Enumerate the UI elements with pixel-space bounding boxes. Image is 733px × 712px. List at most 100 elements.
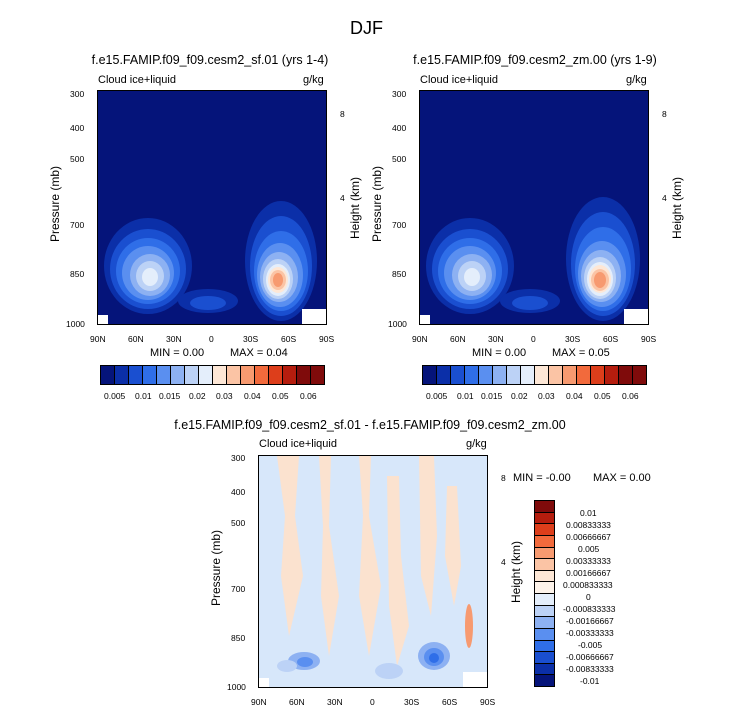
colorbar-swatch: [143, 366, 157, 384]
panel-2-units-label: g/kg: [626, 74, 647, 86]
colorbar-swatch: [535, 628, 554, 641]
panel-2-y2label: Height (km): [670, 177, 684, 240]
panel-2-colorbar-label: 0.01: [457, 391, 474, 401]
panel-1-xtick: 30S: [243, 334, 259, 344]
panel-3-y2label: Height (km): [509, 541, 523, 604]
panel-3-colorbar-label: 0: [586, 592, 591, 602]
panel-1-colorbar-label: 0.06: [300, 391, 317, 401]
colorbar-swatch: [535, 652, 554, 664]
colorbar-swatch: [171, 366, 185, 384]
panel-1-contour-field: [98, 91, 326, 324]
panel-2-colorbar: [422, 365, 647, 385]
panel-1-xtick: 60N: [128, 334, 144, 344]
contour-level: [277, 660, 297, 672]
panel-3-min: MIN = -0.00: [513, 472, 571, 484]
panel-1-ylabel: Pressure (mb): [48, 166, 62, 243]
colorbar-swatch: [535, 605, 554, 618]
colorbar-swatch: [451, 366, 465, 384]
colorbar-swatch: [465, 366, 479, 384]
panel-3-colorbar-label: -0.00333333: [566, 628, 614, 638]
colorbar-swatch: [157, 366, 171, 384]
panel-2-height-tick: 8: [662, 109, 667, 119]
panel-1-colorbar-label: 0.03: [216, 391, 233, 401]
panel-2-contour-field: [420, 91, 648, 324]
panel-3-max: MAX = 0.00: [593, 472, 651, 484]
colorbar-swatch: [213, 366, 227, 384]
colorbar-swatch: [507, 366, 521, 384]
panel-3-height-tick: 4: [501, 557, 506, 567]
panel-2-variable-label: Cloud ice+liquid: [420, 74, 498, 86]
contour-level: [445, 486, 461, 606]
panel-1-colorbar-label: 0.005: [104, 391, 126, 401]
panel-2-ytick: 400: [392, 123, 407, 133]
panel-3-xtick: 60N: [289, 697, 305, 707]
colorbar-swatch: [535, 640, 554, 653]
panel-3-colorbar-label: -0.00166667: [566, 616, 614, 626]
panel-3-ytick: 850: [231, 633, 246, 643]
colorbar-swatch: [605, 366, 619, 384]
panel-2-ytick: 700: [392, 220, 407, 230]
colorbar-swatch: [269, 366, 283, 384]
panel-3-colorbar-label: 0.00666667: [566, 532, 611, 542]
colorbar-swatch: [619, 366, 633, 384]
colorbar-swatch: [535, 675, 554, 686]
panel-3-ytick: 500: [231, 518, 246, 528]
colorbar-swatch: [437, 366, 451, 384]
panel-2-ylabel: Pressure (mb): [370, 166, 384, 243]
contour-level: [375, 663, 403, 679]
colorbar-swatch: [535, 559, 554, 571]
panel-1-height-tick: 8: [340, 109, 345, 119]
panel-1-height-tick: 4: [340, 193, 345, 203]
panel-1-xtick: 90N: [90, 334, 106, 344]
panel-1-colorbar-label: 0.04: [244, 391, 261, 401]
colorbar-swatch: [535, 501, 554, 513]
panel-3-variable-label: Cloud ice+liquid: [259, 438, 337, 450]
panel-1-xtick: 30N: [166, 334, 182, 344]
panel-2-colorbar-label: 0.02: [511, 391, 528, 401]
figure-title: DJF: [350, 18, 383, 38]
panel-2-xtick: 0: [531, 334, 536, 344]
panel-1-ytick: 850: [70, 269, 85, 279]
colorbar-swatch: [633, 366, 646, 384]
panel-2-xtick: 90S: [641, 334, 657, 344]
panel-3-xtick: 90S: [480, 697, 496, 707]
panel-2-ytick: 850: [392, 269, 407, 279]
panel-1-title: f.e15.FAMIP.f09_f09.cesm2_sf.01 (yrs 1-4…: [91, 53, 329, 67]
panel-2-max: MAX = 0.05: [552, 347, 610, 359]
colorbar-swatch: [535, 366, 549, 384]
colorbar-swatch: [535, 570, 554, 583]
contour-level: [464, 268, 480, 286]
panel-3-colorbar-label: -0.00666667: [566, 652, 614, 662]
panel-2-colorbar-label: 0.005: [426, 391, 448, 401]
panel-3-xtick: 30N: [327, 697, 343, 707]
panel-2-height-tick: 4: [662, 193, 667, 203]
panel-3-colorbar-label: 0.005: [578, 544, 600, 554]
panel-1-ytick: 700: [70, 220, 85, 230]
panel-2-ytick: 1000: [388, 319, 407, 329]
colorbar-swatch: [535, 663, 554, 676]
colorbar-swatch: [185, 366, 199, 384]
panel-1-ytick: 500: [70, 154, 85, 164]
panel-3-colorbar-label: 0.00333333: [566, 556, 611, 566]
contour-level: [277, 456, 303, 636]
colorbar-swatch: [535, 594, 554, 606]
panel-1-xtick: 0: [209, 334, 214, 344]
colorbar-swatch: [493, 366, 507, 384]
panel-1-y2label: Height (km): [348, 177, 362, 240]
contour-level: [273, 273, 283, 287]
contour-level: [512, 296, 548, 310]
panel-3-colorbar-label: -0.000833333: [563, 604, 616, 614]
panel-1-ytick: 300: [70, 89, 85, 99]
panel-1-xtick: 90S: [319, 334, 335, 344]
panel-1-colorbar-label: 0.01: [135, 391, 152, 401]
colorbar-swatch: [129, 366, 143, 384]
panel-3-colorbar-label: -0.005: [578, 640, 603, 650]
panel-3-ylabel: Pressure (mb): [209, 530, 223, 607]
panel-2-colorbar-label: 0.05: [594, 391, 611, 401]
panel-1-max: MAX = 0.04: [230, 347, 288, 359]
panel-3-ytick: 700: [231, 584, 246, 594]
panel-1-variable-label: Cloud ice+liquid: [98, 74, 176, 86]
panel-2-xtick: 90N: [412, 334, 428, 344]
panel-3-contour-field: [259, 456, 487, 687]
panel-1-colorbar: [100, 365, 325, 385]
